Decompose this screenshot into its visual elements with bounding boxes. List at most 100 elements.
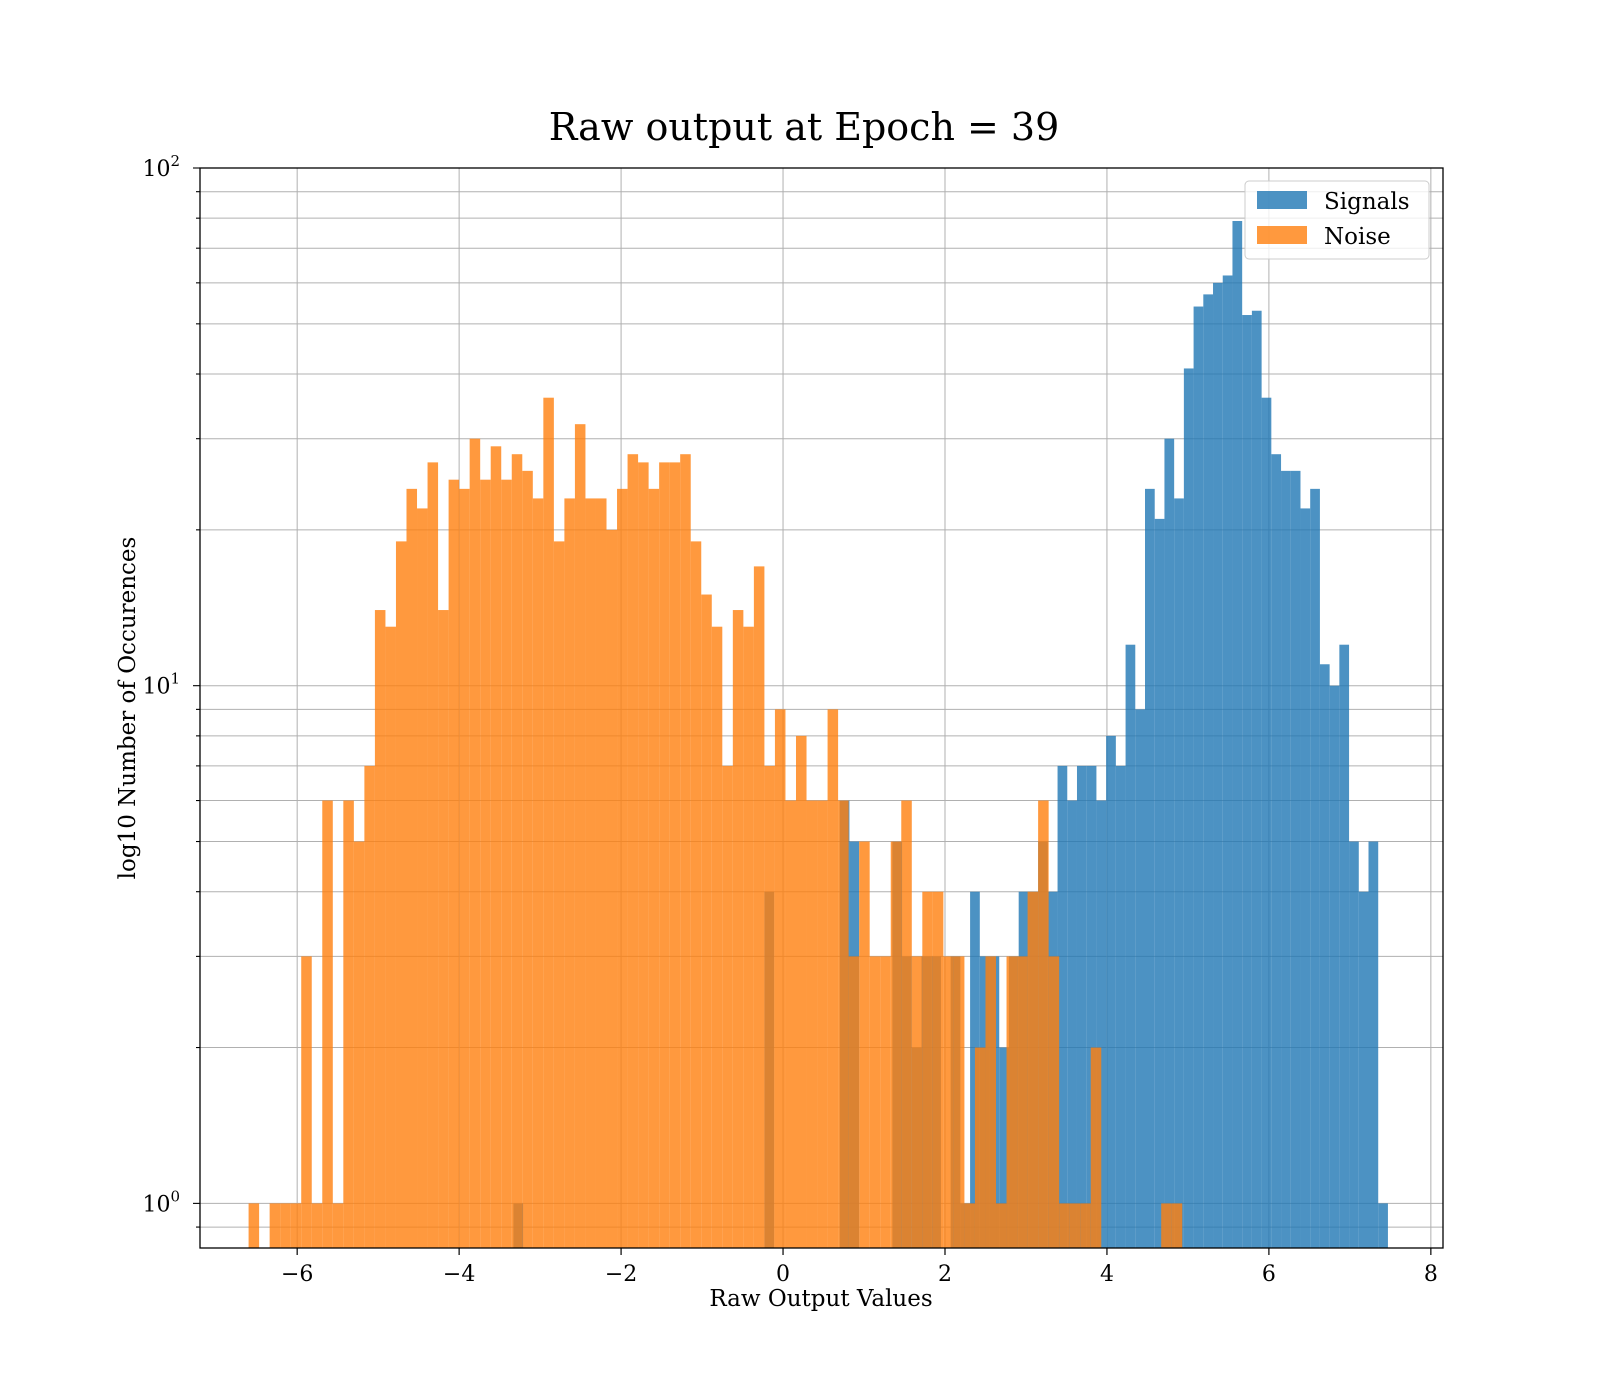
axes-frame — [199, 167, 1444, 1249]
x-tick-label: 4 — [1100, 1262, 1114, 1287]
bar-noise — [806, 800, 818, 1248]
bar-noise — [448, 479, 460, 1248]
bar-signals — [1174, 498, 1184, 1248]
bar-signals — [1310, 488, 1320, 1248]
bar-noise — [322, 800, 333, 1248]
bar-signals — [1057, 765, 1068, 1248]
x-tick-label: −2 — [605, 1262, 637, 1287]
bar-noise — [1171, 1203, 1183, 1248]
bar-noise — [880, 956, 891, 1248]
bar-noise — [964, 1203, 975, 1248]
bar-noise — [406, 488, 418, 1248]
bar-noise — [890, 841, 902, 1248]
bar-noise — [459, 488, 470, 1248]
bar-signals — [1076, 765, 1087, 1248]
bar-noise — [996, 1203, 1007, 1248]
x-tick-label: −6 — [281, 1262, 313, 1287]
bar-signals — [1300, 508, 1311, 1248]
bar-noise — [490, 446, 502, 1248]
bar-signals — [1203, 294, 1214, 1248]
bars-layer — [248, 220, 1388, 1249]
bar-signals — [1154, 518, 1165, 1248]
bar-noise — [522, 470, 533, 1248]
bar-noise — [364, 765, 375, 1248]
bar-noise — [553, 541, 565, 1248]
bar-signals — [1164, 438, 1175, 1248]
bar-noise — [922, 891, 933, 1248]
bar-noise — [343, 800, 354, 1248]
bar-noise — [438, 610, 449, 1248]
y-tick-label-base: 10 — [142, 675, 170, 700]
x-axis-label: Raw Output Values — [709, 1286, 932, 1312]
bar-noise — [711, 626, 723, 1248]
y-tick-label: 100 — [142, 1187, 180, 1217]
bar-noise — [943, 956, 954, 1248]
y-tick-label-exponent: 2 — [170, 152, 180, 170]
bar-signals — [999, 1047, 1009, 1248]
bar-noise — [901, 800, 912, 1248]
bar-noise — [827, 709, 839, 1248]
bar-signals — [1115, 765, 1126, 1248]
bar-signals — [1378, 1203, 1388, 1248]
bar-signals — [1213, 282, 1223, 1248]
bar-noise — [469, 438, 481, 1248]
bar-signals — [1281, 470, 1291, 1248]
bar-noise — [269, 1203, 281, 1248]
bar-noise — [395, 541, 407, 1248]
bar-noise — [1059, 1203, 1070, 1248]
x-tick-label: 8 — [1424, 1262, 1438, 1287]
bar-noise — [690, 541, 702, 1248]
bar-signals — [1125, 644, 1136, 1248]
bar-noise — [606, 529, 618, 1248]
bar-noise — [785, 800, 796, 1248]
bar-noise — [1080, 1203, 1091, 1248]
bar-noise — [659, 462, 670, 1248]
legend-label-noise: Noise — [1324, 224, 1391, 250]
bar-noise — [585, 498, 596, 1248]
bar-signals — [1183, 368, 1194, 1248]
series-noise — [248, 397, 1183, 1248]
bar-signals — [1067, 800, 1077, 1248]
bar-noise — [574, 424, 586, 1248]
bar-noise — [353, 841, 365, 1248]
bar-noise — [732, 610, 744, 1248]
bar-noise — [701, 594, 712, 1248]
bar-signals — [1232, 220, 1243, 1248]
chart-title: Raw output at Epoch = 39 — [549, 105, 1060, 149]
bar-signals — [1358, 891, 1369, 1248]
bar-noise — [1069, 1203, 1081, 1248]
bar-signals — [1368, 841, 1379, 1248]
bar-noise — [627, 454, 639, 1248]
bar-noise — [911, 956, 923, 1248]
bar-signals — [1222, 275, 1233, 1249]
bar-noise — [511, 454, 523, 1248]
bar-noise — [669, 462, 681, 1248]
bar-noise — [848, 956, 860, 1248]
bar-noise — [953, 956, 965, 1248]
bar-noise — [280, 1203, 291, 1248]
x-tick-label: 0 — [776, 1262, 790, 1287]
legend-swatch-signals — [1257, 191, 1307, 209]
bar-noise — [501, 479, 512, 1248]
bar-signals — [1242, 315, 1252, 1248]
bar-signals — [1145, 488, 1155, 1248]
bar-noise — [427, 462, 439, 1248]
bar-noise — [532, 498, 544, 1248]
bar-signals — [1086, 765, 1097, 1248]
bar-signals — [1349, 841, 1359, 1248]
bar-signals — [1193, 306, 1204, 1248]
bar-noise — [385, 626, 396, 1248]
bar-noise — [543, 397, 554, 1248]
bar-noise — [859, 841, 870, 1248]
bar-noise — [774, 709, 786, 1248]
bar-signals — [1290, 470, 1301, 1248]
y-tick-label-base: 10 — [142, 1192, 170, 1217]
bar-noise — [817, 800, 828, 1248]
bar-noise — [311, 1203, 323, 1248]
bar-noise — [248, 1203, 260, 1248]
legend: Signals Noise — [1244, 180, 1430, 260]
x-tick-label: −4 — [443, 1262, 475, 1287]
bar-noise — [1027, 891, 1039, 1248]
